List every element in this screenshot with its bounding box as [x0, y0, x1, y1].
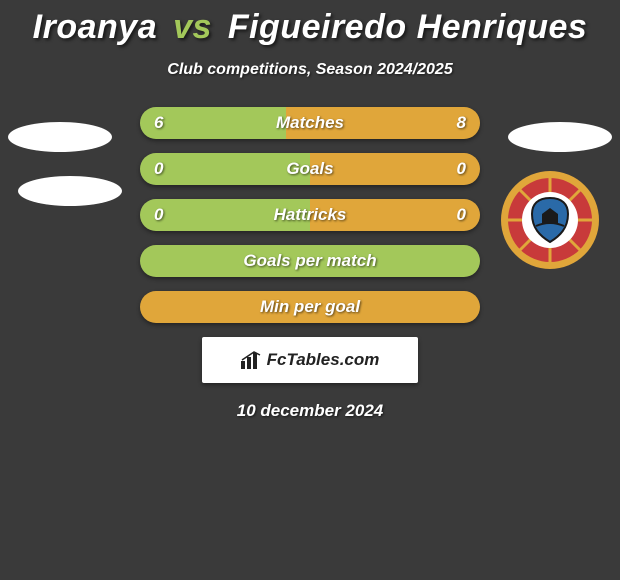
- bar-label: Goals: [140, 153, 480, 185]
- stat-bar-1: 00Goals: [140, 153, 480, 185]
- stat-bar-3: Goals per match: [140, 245, 480, 277]
- subtitle: Club competitions, Season 2024/2025: [0, 61, 620, 79]
- bar-label: Hattricks: [140, 199, 480, 231]
- page-title: Iroanya vs Figueiredo Henriques: [0, 0, 620, 47]
- left-badge-1: [8, 122, 112, 152]
- right-badge: [508, 122, 612, 152]
- stat-bar-0: 68Matches: [140, 107, 480, 139]
- stat-bar-2: 00Hattricks: [140, 199, 480, 231]
- date-text: 10 december 2024: [0, 401, 620, 421]
- source-logo: FcTables.com: [202, 337, 418, 383]
- chart-icon: [241, 351, 263, 369]
- logo-label: FcTables.com: [267, 350, 380, 370]
- stat-bar-4: Min per goal: [140, 291, 480, 323]
- player1-name: Iroanya: [33, 8, 157, 46]
- vs-text: vs: [173, 8, 212, 46]
- bar-label: Goals per match: [140, 245, 480, 277]
- club-crest: [500, 170, 600, 270]
- stat-bars: 68Matches 00Goals 00Hattricks Goals per mat…: [140, 107, 480, 323]
- bar-label: Min per goal: [140, 291, 480, 323]
- player2-name: Figueiredo Henriques: [228, 8, 588, 46]
- left-badge-2: [18, 176, 122, 206]
- logo-text: FcTables.com: [241, 350, 380, 370]
- bar-label: Matches: [140, 107, 480, 139]
